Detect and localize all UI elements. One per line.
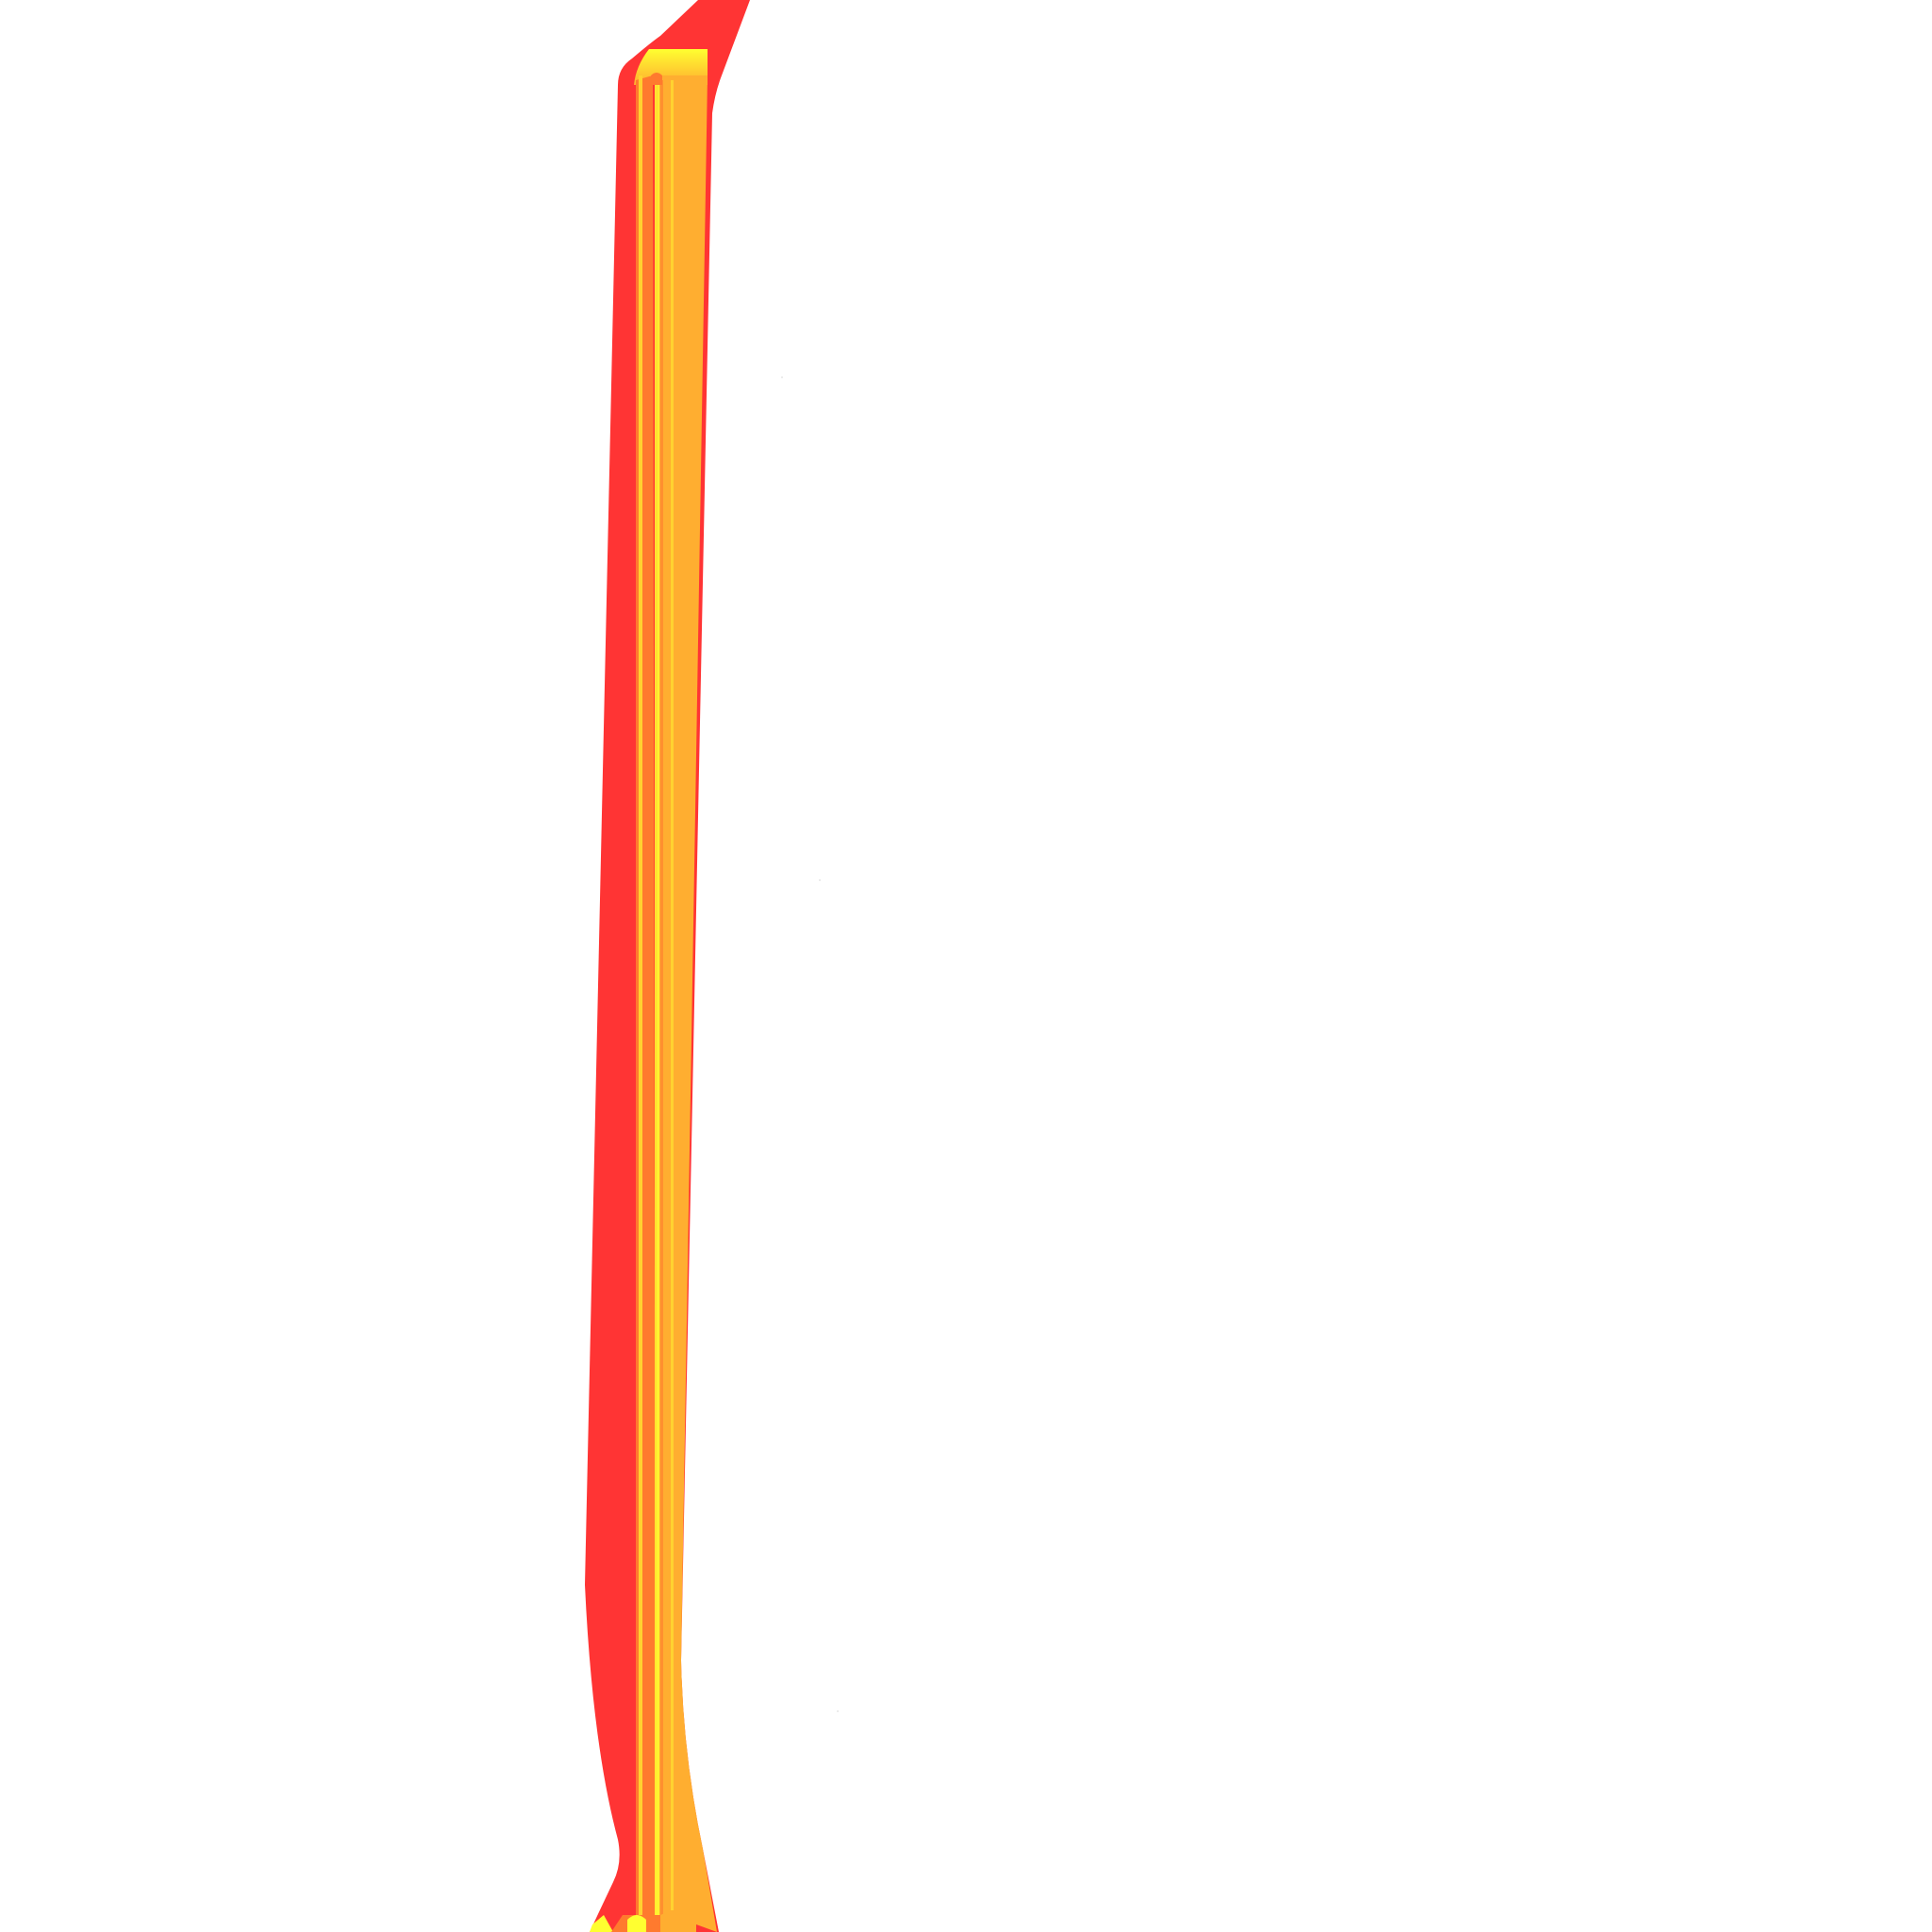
groove-left <box>639 75 642 1924</box>
groove-right <box>671 80 674 1910</box>
bar-grooves <box>639 75 674 1924</box>
bar-orange-face <box>656 75 717 1932</box>
background-speck <box>837 1710 839 1712</box>
background-speck <box>819 879 821 881</box>
groove-shadow <box>660 80 663 1924</box>
groove-center <box>655 75 659 1924</box>
bar-bottom-foot <box>590 1910 717 1932</box>
background-speck <box>781 376 783 378</box>
top-notch <box>651 73 662 85</box>
